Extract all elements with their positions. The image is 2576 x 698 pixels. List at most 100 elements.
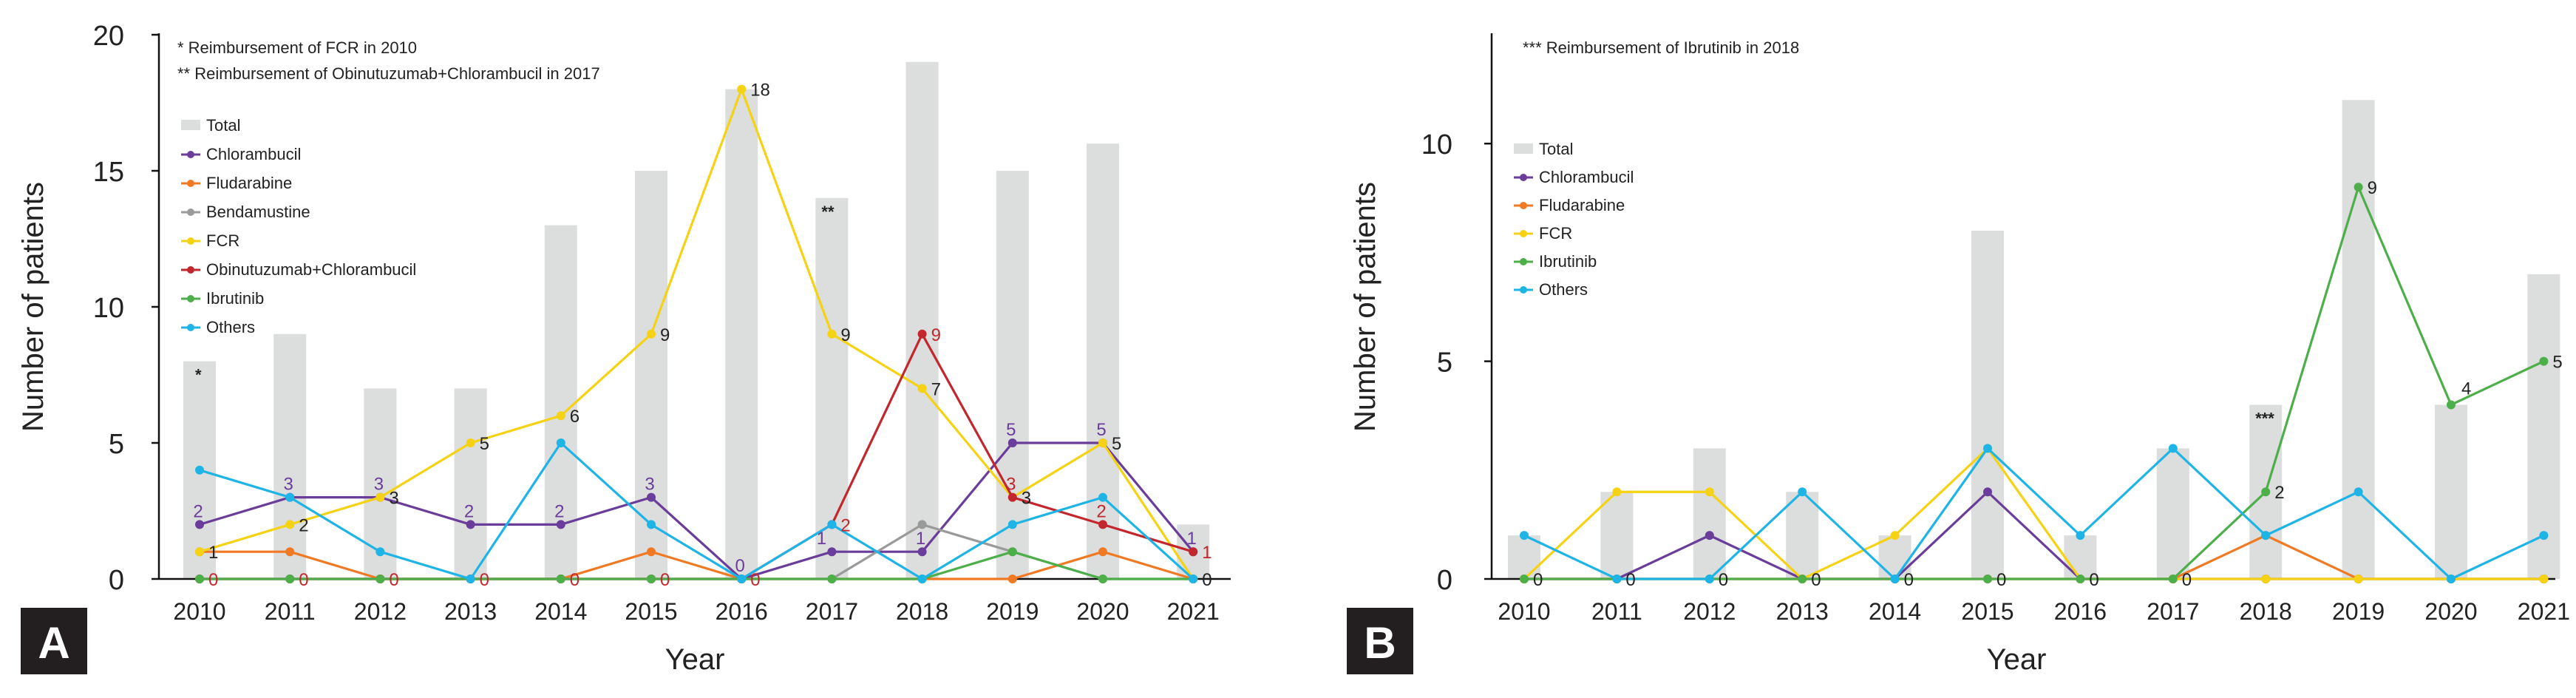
data-label-29: 0 xyxy=(208,570,218,590)
legend-label-chlorambucil: Chlorambucil xyxy=(206,145,301,163)
legend-swatch-total xyxy=(181,120,200,130)
note-1: *** Reimbursement of Ibrutinib in 2018 xyxy=(1523,38,1799,57)
data-label-18: 18 xyxy=(750,81,770,101)
x-tick-label-2011: 2011 xyxy=(1591,598,1642,625)
point-obinutuzumab-chlorambucil-2018 xyxy=(917,329,927,339)
x-axis-title: Year xyxy=(665,643,725,676)
y-tick-label-5: 5 xyxy=(1437,348,1452,379)
point-bendamustine-2018 xyxy=(917,520,927,529)
total-bar-2011 xyxy=(273,333,307,579)
data-label-6: 0 xyxy=(735,556,745,576)
data-label-11: 5 xyxy=(2552,353,2562,373)
legend-dot-fludarabine xyxy=(187,180,194,187)
total-bar-2011 xyxy=(1600,492,1634,579)
point-ibrutinib-2014 xyxy=(556,575,565,583)
legend-label-fludarabine: Fludarabine xyxy=(1539,196,1625,214)
point-obinutuzumab-chlorambucil-2019 xyxy=(1007,492,1017,502)
point-fcr-2021 xyxy=(2539,575,2549,583)
legend-label-total: Total xyxy=(206,116,240,135)
y-tick-label-10: 10 xyxy=(93,293,124,324)
data-label-2: 0 xyxy=(1719,570,1728,590)
point-fcr-2017 xyxy=(827,329,837,339)
x-tick-label-2012: 2012 xyxy=(354,598,407,625)
legend-dot-fcr xyxy=(187,237,194,245)
series-line-obinutuzumab-chlorambucil xyxy=(200,333,1194,580)
legend-label-others: Others xyxy=(206,318,255,336)
point-fludarabine-2019 xyxy=(1007,575,1017,583)
total-bar-2012 xyxy=(364,388,397,579)
panel-badge-label: A xyxy=(38,618,69,668)
note-1: * Reimbursement of FCR in 2010 xyxy=(177,38,417,57)
point-fludarabine-2015 xyxy=(647,547,656,557)
data-label-22: 5 xyxy=(1112,434,1121,454)
legend-swatch-total xyxy=(1514,143,1533,154)
x-tick-label-2020: 2020 xyxy=(2424,598,2477,625)
total-bar-2017 xyxy=(2156,448,2189,579)
point-others-2010 xyxy=(195,465,204,475)
point-ibrutinib-2011 xyxy=(285,575,295,583)
data-label-9: 5 xyxy=(1006,420,1016,440)
data-label-3: 0 xyxy=(1811,570,1821,590)
point-others-2011 xyxy=(1612,575,1622,583)
point-others-2020 xyxy=(2447,575,2456,583)
x-tick-label-2017: 2017 xyxy=(2147,598,2199,625)
point-others-2018 xyxy=(917,575,927,583)
panel-badge-label: B xyxy=(1364,618,1396,668)
point-ibrutinib-2016 xyxy=(2076,575,2085,583)
point-others-2012 xyxy=(375,547,385,557)
data-label-3: 2 xyxy=(464,501,474,521)
data-label-6: 0 xyxy=(2089,570,2098,590)
total-bar-2020 xyxy=(2435,404,2467,579)
legend-label-fcr: FCR xyxy=(206,231,239,250)
point-fludarabine-2020 xyxy=(1098,547,1107,557)
y-axis-title: Number of patients xyxy=(1349,182,1382,432)
total-bar-2010 xyxy=(1508,535,1540,579)
legend-label-ibrutinib: Ibrutinib xyxy=(1539,252,1597,271)
data-label-20: 7 xyxy=(931,379,941,399)
legend-dot-others xyxy=(1520,286,1527,294)
data-label-8: 2 xyxy=(2274,483,2284,503)
point-fcr-2019 xyxy=(2354,575,2363,583)
point-fcr-2014 xyxy=(556,411,565,421)
total-bar-2013 xyxy=(1786,492,1819,579)
series-line-fludarabine xyxy=(1524,534,2544,580)
reimbursement-marker-1: * xyxy=(195,366,202,384)
point-obinutuzumab-chlorambucil-2020 xyxy=(1098,520,1107,529)
legend-label-total: Total xyxy=(1539,140,1573,158)
point-chlorambucil-2014 xyxy=(556,520,565,529)
data-label-10: 4 xyxy=(2461,379,2471,399)
series-line-ibrutinib xyxy=(1524,186,2545,580)
x-tick-label-2019: 2019 xyxy=(986,598,1039,625)
point-others-2013 xyxy=(466,575,475,583)
legend-label-chlorambucil: Chlorambucil xyxy=(1539,168,1634,186)
data-label-16: 6 xyxy=(570,407,580,427)
legend-dot-ibrutinib xyxy=(1520,258,1527,265)
point-ibrutinib-2010 xyxy=(195,575,204,583)
x-tick-label-2018: 2018 xyxy=(2240,598,2292,625)
point-ibrutinib-2019 xyxy=(1007,547,1017,557)
data-label-13: 2 xyxy=(299,515,308,535)
point-fcr-2014 xyxy=(1890,531,1900,541)
point-fcr-2011 xyxy=(1612,487,1622,497)
point-chlorambucil-2015 xyxy=(1983,487,1992,497)
legend-label-others: Others xyxy=(1539,280,1588,299)
panel-b-chart: *** 0 5 10 2010 2011 2012 2013 2014 2015 2016 2017 2… xyxy=(1347,33,2570,676)
data-label-0: 0 xyxy=(1533,570,1543,590)
data-label-23: 0 xyxy=(1202,570,1211,590)
x-tick-label-2020: 2020 xyxy=(1076,598,1129,625)
legend-label-fludarabine: Fludarabine xyxy=(206,174,292,192)
x-tick-label-2014: 2014 xyxy=(534,598,587,625)
point-ibrutinib-2012 xyxy=(375,575,385,583)
point-chlorambucil-2017 xyxy=(827,547,837,557)
data-label-28: 1 xyxy=(1202,543,1211,563)
point-fcr-2013 xyxy=(466,438,475,447)
x-tick-label-2018: 2018 xyxy=(896,598,948,625)
point-fcr-2012 xyxy=(1705,487,1714,497)
data-label-7: 0 xyxy=(2182,570,2192,590)
total-bar-2019 xyxy=(2342,100,2375,579)
series-line-chlorambucil xyxy=(1524,490,2544,580)
y-tick-label-10: 10 xyxy=(1421,129,1452,160)
data-label-4: 0 xyxy=(1904,570,1914,590)
